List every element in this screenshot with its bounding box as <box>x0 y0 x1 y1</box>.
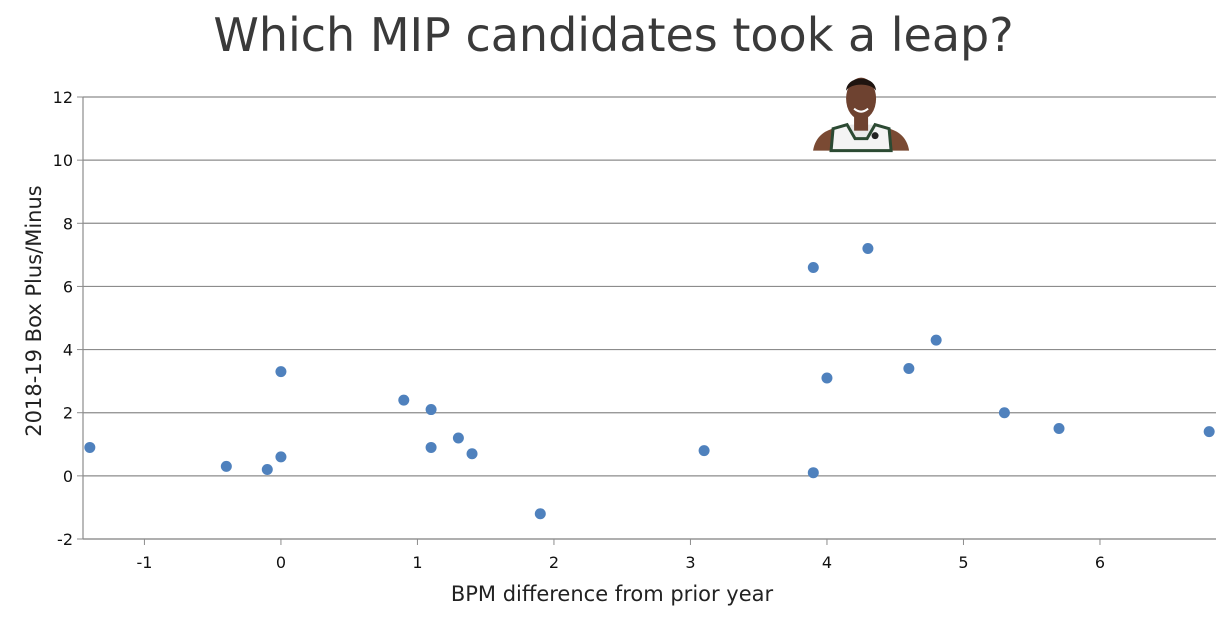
data-point-14 <box>821 372 833 384</box>
data-points <box>84 243 1215 520</box>
y-tick-label: 12 <box>53 88 73 107</box>
y-tick-label: 10 <box>53 151 73 170</box>
data-point-16 <box>903 363 915 375</box>
y-tick-label: -2 <box>57 530 73 549</box>
chart-title: Which MIP candidates took a leap? <box>213 8 1014 62</box>
x-tick-label: 1 <box>412 553 422 572</box>
data-point-2 <box>261 464 273 476</box>
player-arm-left <box>813 128 834 151</box>
player-neck <box>854 116 869 131</box>
data-point-4 <box>275 366 287 378</box>
data-point-3 <box>275 451 287 463</box>
data-point-9 <box>466 448 478 460</box>
data-point-7 <box>425 441 437 453</box>
data-point-15 <box>862 243 874 255</box>
data-point-8 <box>452 432 464 444</box>
y-tick-label: 6 <box>63 277 73 296</box>
x-tick-label: 5 <box>958 553 968 572</box>
y-axis-label: 2018-19 Box Plus/Minus <box>22 185 46 436</box>
x-tick-label: 4 <box>822 553 832 572</box>
player-photo <box>813 77 910 153</box>
y-tick-label: 0 <box>63 467 73 486</box>
data-point-5 <box>398 394 410 406</box>
data-point-10 <box>534 508 546 520</box>
player-smile <box>853 107 869 113</box>
y-tick-label: 8 <box>63 214 73 233</box>
data-point-0 <box>84 441 96 453</box>
x-tick-label: 3 <box>685 553 695 572</box>
player-head <box>846 77 877 120</box>
data-point-6 <box>425 404 437 416</box>
data-point-1 <box>220 460 232 472</box>
x-tick-label: 6 <box>1095 553 1105 572</box>
data-point-18 <box>998 407 1010 419</box>
data-point-12 <box>807 261 819 273</box>
data-point-20 <box>1203 426 1215 438</box>
data-point-17 <box>930 334 942 346</box>
player-jersey-trim <box>829 122 893 153</box>
data-point-19 <box>1053 423 1065 434</box>
x-axis-label: BPM difference from prior year <box>451 582 774 606</box>
x-tick-label: 0 <box>276 553 286 572</box>
data-point-13 <box>807 467 819 479</box>
grid-lines <box>77 96 1216 545</box>
player-arm-right <box>889 128 910 151</box>
x-tick-label: -1 <box>136 553 152 572</box>
data-point-11 <box>698 445 710 457</box>
x-tick-label: 2 <box>549 553 559 572</box>
y-tick-label: 2 <box>63 404 73 423</box>
jersey-logo <box>871 132 879 140</box>
y-tick-label: 4 <box>63 341 73 360</box>
player-hair <box>846 78 877 91</box>
